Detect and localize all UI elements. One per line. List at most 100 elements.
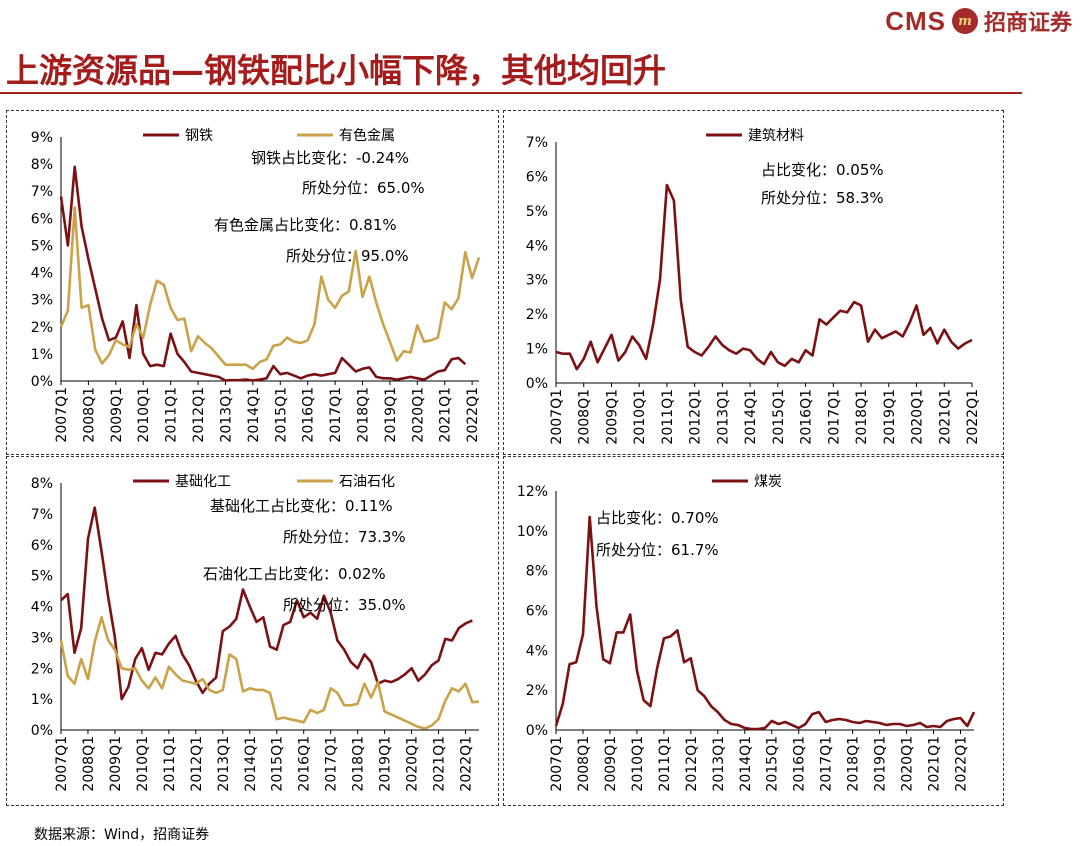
x-tick-label: 2017Q1 [826, 389, 842, 445]
y-tick-label: 3% [31, 293, 53, 309]
x-tick-label: 2019Q1 [882, 389, 898, 445]
legend-label: 基础化工 [175, 473, 231, 490]
y-tick-label: 6% [31, 211, 53, 227]
x-tick-label: 2020Q1 [405, 736, 421, 792]
annotation-text: 基础化工占比变化：0.11% [210, 497, 393, 515]
annotation-text: 占比变化：0.05% [761, 161, 884, 179]
annotation-text: 所处分位：58.3% [761, 189, 884, 207]
x-tick-label: 2011Q1 [164, 387, 180, 443]
x-tick-label: 2010Q1 [136, 387, 152, 443]
legend-label: 钢铁 [185, 128, 213, 144]
x-tick-label: 2014Q1 [743, 389, 759, 445]
y-tick-label: 8% [31, 157, 53, 173]
x-tick-label: 2011Q1 [162, 736, 178, 792]
series-line-钢铁 [59, 165, 467, 382]
annotation-text: 所处分位：65.0% [302, 179, 425, 197]
y-tick-label: 2% [526, 307, 548, 323]
x-tick-label: 2009Q1 [109, 387, 125, 443]
chart-panel-coal: 0% 2% 4% 6% 8% 10% 12% 2007Q1 2008Q1 2009Q1 2010Q1… [503, 456, 1004, 806]
chart-svg: 0% 1% 2% 3% 4% 5% 6% 7% 2007Q1 2008Q1 2009Q1 2010Q1… [526, 128, 981, 445]
x-tick-label: 2016Q1 [301, 387, 317, 443]
y-tick-label: 4% [526, 643, 548, 659]
y-tick-label: 7% [526, 135, 548, 151]
y-tick-label: 7% [31, 507, 53, 523]
y-tick-label: 6% [526, 169, 548, 185]
x-tick-label: 2007Q1 [54, 387, 70, 443]
x-tick-label: 2012Q1 [191, 387, 207, 443]
legend-label: 有色金属 [339, 127, 395, 144]
annotation-text: 所处分位：73.3% [283, 528, 406, 546]
y-tick-label: 5% [31, 238, 53, 254]
x-tick-label: 2018Q1 [854, 389, 870, 445]
x-tick-label: 2019Q1 [383, 387, 399, 443]
x-tick-label: 2020Q1 [910, 389, 926, 445]
x-tick-label: 2009Q1 [604, 389, 620, 445]
chart-group: 0% 1% 2% 3% 4% 5% 6% 7% 8% 2007Q1 2008Q1 2009Q1 2010… [31, 473, 480, 792]
legend-label: 煤炭 [754, 474, 782, 490]
chart-group: 0% 2% 4% 6% 8% 10% 12% 2007Q1 2008Q1 2009Q1 2010Q1… [517, 474, 976, 792]
x-tick-label: 2013Q1 [216, 736, 232, 792]
x-tick-label: 2009Q1 [108, 736, 124, 792]
x-tick-label: 2021Q1 [438, 387, 454, 443]
page-title: 上游资源品—钢铁配比小幅下降，其他均回升 [6, 51, 666, 90]
x-tick-label: 2020Q1 [900, 736, 916, 792]
x-tick-label: 2013Q1 [711, 736, 727, 792]
x-tick-label: 2014Q1 [243, 736, 259, 792]
y-tick-label: 4% [526, 238, 548, 254]
logo-emblem-icon: m [951, 8, 978, 34]
x-tick-label: 2021Q1 [937, 389, 953, 445]
y-tick-label: 12% [517, 484, 548, 500]
x-tick-label: 2007Q1 [54, 736, 70, 792]
x-tick-label: 2007Q1 [549, 389, 565, 445]
x-tick-label: 2011Q1 [657, 736, 673, 792]
logo-cms-text: CMS [885, 5, 946, 36]
x-tick-label: 2010Q1 [135, 736, 151, 792]
x-tick-label: 2018Q1 [351, 736, 367, 792]
y-tick-label: 9% [31, 130, 53, 146]
x-tick-label: 2022Q1 [459, 736, 475, 792]
chart-svg: 0% 2% 4% 6% 8% 10% 12% 2007Q1 2008Q1 2009Q1 2010Q1… [517, 474, 976, 792]
x-tick-label: 2012Q1 [688, 389, 704, 445]
x-tick-label: 2015Q1 [771, 389, 787, 445]
x-tick-label: 2022Q1 [954, 736, 970, 792]
y-tick-label: 2% [31, 320, 53, 336]
y-tick-label: 1% [31, 347, 53, 363]
y-tick-label: 6% [526, 604, 548, 620]
source-note: 数据来源：Wind，招商证券 [34, 827, 210, 843]
series-line-基础化工 [60, 506, 473, 701]
x-tick-label: 2007Q1 [549, 736, 565, 792]
y-tick-label: 1% [526, 342, 548, 358]
chart-group: 0% 1% 2% 3% 4% 5% 6% 7% 2007Q1 2008Q1 2009Q1 2010Q1… [526, 128, 981, 445]
y-tick-label: 3% [526, 273, 548, 289]
x-tick-label: 2017Q1 [819, 736, 835, 792]
x-tick-label: 2016Q1 [799, 389, 815, 445]
y-tick-label: 2% [31, 661, 53, 677]
x-tick-label: 2014Q1 [246, 387, 262, 443]
y-tick-label: 5% [31, 569, 53, 585]
brand-logo: CMS m 招商证券 [885, 4, 1072, 38]
chart-panel-steel-nonferrous: 0% 1% 2% 3% 4% 5% 6% 7% 8% 9% 2007Q1 2008Q1 2009Q1 20… [6, 110, 499, 455]
annotation-text: 石油化工占比变化：0.02% [203, 565, 386, 583]
x-tick-label: 2013Q1 [218, 387, 234, 443]
series-line-煤炭 [554, 515, 976, 731]
y-tick-label: 6% [31, 538, 53, 554]
chart-panel-building-materials: 0% 1% 2% 3% 4% 5% 6% 7% 2007Q1 2008Q1 2009Q1 2010Q1… [503, 110, 1004, 455]
annotation-text: 所处分位：61.7% [596, 541, 719, 559]
series-line-建筑材料 [555, 183, 973, 371]
chart-group: 0% 1% 2% 3% 4% 5% 6% 7% 8% 9% 2007Q1 2008Q1 2009Q1 20… [31, 127, 481, 443]
x-tick-label: 2015Q1 [765, 736, 781, 792]
x-tick-label: 2008Q1 [81, 387, 97, 443]
x-tick-label: 2016Q1 [297, 736, 313, 792]
x-tick-label: 2021Q1 [927, 736, 943, 792]
y-tick-label: 4% [31, 266, 53, 282]
x-tick-label: 2009Q1 [603, 736, 619, 792]
legend-label: 石油石化 [339, 474, 395, 490]
y-tick-label: 8% [31, 476, 53, 492]
x-tick-label: 2019Q1 [378, 736, 394, 792]
legend-label: 建筑材料 [748, 128, 804, 144]
x-tick-label: 2010Q1 [630, 736, 646, 792]
y-tick-label: 2% [526, 683, 548, 699]
chart-panel-chemicals-petro: 0% 1% 2% 3% 4% 5% 6% 7% 8% 2007Q1 2008Q1 2009Q1 2010… [6, 456, 499, 806]
x-tick-label: 2008Q1 [576, 736, 592, 792]
y-tick-label: 0% [31, 723, 53, 739]
